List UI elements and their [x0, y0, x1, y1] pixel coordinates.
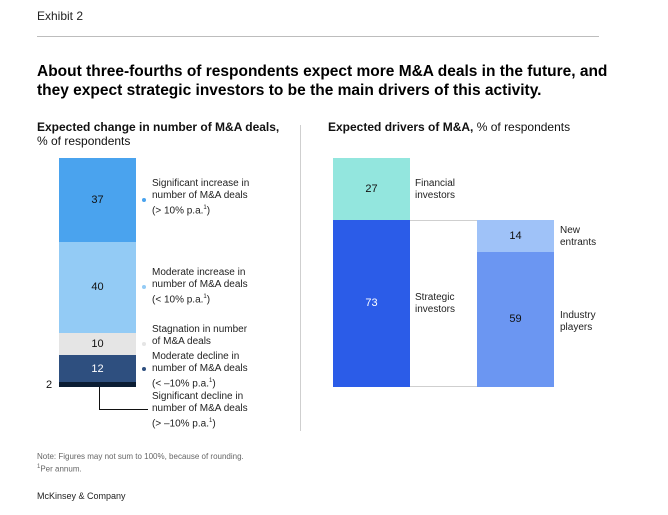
label-line: Financial [415, 178, 456, 189]
label-line: Moderate increase in [152, 267, 246, 278]
driver-segment-1: 27 [333, 158, 410, 220]
right-chart-title-unit: % of respondents [476, 120, 571, 134]
change-segment-1-marker [142, 197, 146, 202]
change-segment-3: 10 [59, 332, 136, 356]
footnote-ref: 1 [208, 378, 213, 384]
strategic-breakdown-1-label: New entrants [560, 225, 620, 249]
label-line: (> 10% p.a.1) [152, 205, 211, 217]
change-segment-5-label: Significant decline in number of M&A deal… [152, 391, 272, 430]
label-line: (< 10% p.a.1) [152, 294, 211, 306]
label-line: number of M&A deals [152, 363, 248, 374]
change-segment-5-value: 2 [46, 379, 53, 392]
label-line: Stagnation in number [152, 324, 248, 335]
right-chart-title: Expected drivers of M&A, % of respondent… [328, 120, 570, 134]
footnote-marker: 1 [37, 464, 41, 470]
change-segment-4: 12 [59, 355, 136, 383]
label-line: players [560, 322, 593, 333]
label-line: Significant increase in [152, 178, 250, 189]
label-line: number of M&A deals [152, 403, 248, 414]
label-line: of M&A deals [152, 336, 211, 347]
change-segment-5 [59, 382, 136, 387]
label-line: number of M&A deals [152, 190, 248, 201]
decline-leader-horizontal [98, 409, 148, 410]
label-line: investors [415, 190, 456, 201]
left-chart-title-unit: % of respondents [37, 134, 131, 148]
right-chart-title-bold: Expected drivers of M&A, [328, 120, 474, 134]
change-segment-2-marker [142, 285, 146, 290]
label-line: entrants [560, 237, 597, 248]
brand-logo-text: McKinsey & Company [37, 491, 126, 501]
change-segment-4-marker [142, 366, 146, 371]
chart-divider [300, 125, 301, 431]
header-rule [37, 36, 599, 37]
left-chart-title-bold: Expected change in number of M&A deals, [37, 120, 280, 134]
label-line: (> –10% p.a.1) [152, 418, 216, 430]
footnote-ref: 1 [208, 418, 213, 424]
label-line: Strategic [415, 292, 455, 303]
change-segment-4-label: Moderate decline in number of M&A deals (<… [152, 351, 272, 390]
label-line: Significant decline in [152, 391, 244, 402]
per-annum-text: Per annum. [40, 464, 82, 474]
change-segment-3-label: Stagnation in number of M&A deals [152, 324, 272, 348]
strategic-breakdown-1: 14 [477, 219, 554, 252]
strategic-breakdown-2-label: Industry players [560, 310, 620, 334]
change-segment-1: 37 [59, 158, 136, 242]
change-segment-1-label: Significant increase in number of M&A dea… [152, 178, 272, 217]
per-annum-note: 1Per annum. [37, 462, 244, 475]
label-line: number of M&A deals [152, 279, 248, 290]
label-line: investors [415, 304, 456, 315]
drivers-chart: 27 Financial investors 73 14 New entrants 59 Ind… [300, 0, 668, 440]
label-line: Industry [560, 310, 596, 321]
footnote-ref: 1 [203, 294, 207, 300]
footnote: Note: Figures may not sum to 100%, becau… [37, 452, 244, 475]
change-segment-3-marker [142, 341, 146, 346]
strategic-breakdown-2: 59 [477, 251, 554, 387]
change-segment-2: 40 [59, 241, 136, 333]
label-line: New [560, 225, 581, 236]
label-line: Moderate decline in [152, 351, 240, 362]
decline-leader-vertical [98, 387, 100, 410]
chart-headline: About three-fourths of respondents expec… [37, 63, 608, 99]
left-chart-title: Expected change in number of M&A deals, … [37, 120, 279, 148]
rounding-note: Note: Figures may not sum to 100%, becau… [37, 452, 244, 461]
change-segment-2-label: Moderate increase in number of M&A deals (… [152, 267, 272, 306]
exhibit-label: Exhibit 2 [37, 9, 84, 23]
driver-segment-2-label: Strategic investors [415, 292, 475, 316]
driver-segment-1-label: Financial investors [415, 178, 475, 202]
driver-segment-2: 73 [333, 219, 410, 387]
label-line: (< –10% p.a.1) [152, 378, 216, 390]
footnote-ref: 1 [203, 205, 207, 211]
strategic-bracket-box [410, 219, 477, 387]
change-chart: 37 Significant increase in number of M&A d… [0, 0, 300, 440]
